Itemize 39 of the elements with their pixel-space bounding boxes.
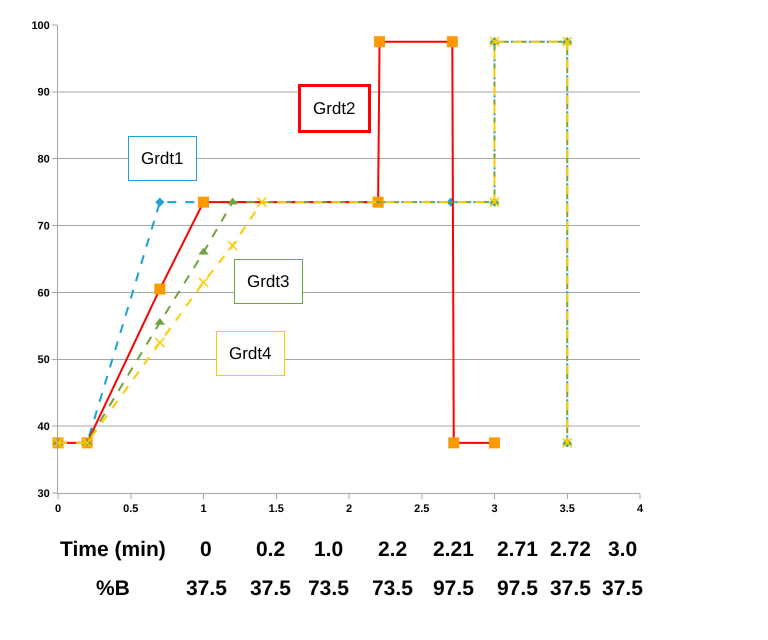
text: Grdt4 <box>229 344 272 363</box>
y-tick-label: 60 <box>38 287 50 300</box>
text: 2.71 <box>497 538 538 561</box>
x-tick-label: 4 <box>636 503 644 516</box>
text: 2.21 <box>433 538 474 561</box>
text: 73.5 <box>372 577 414 600</box>
x-tick-label: 1.5 <box>268 503 284 516</box>
y-tick-label: 70 <box>38 220 50 232</box>
text: Grdt1 <box>141 149 184 168</box>
text: 97.5 <box>433 577 474 600</box>
text: 1.0 <box>314 538 344 561</box>
x-tick-label: 1 <box>200 503 207 516</box>
y-tick-label: 50 <box>38 354 50 366</box>
text: 37.5 <box>602 577 644 600</box>
x-tick-label: 3 <box>491 503 498 516</box>
text: 73.5 <box>308 577 350 600</box>
y-tick-label: 90 <box>38 86 50 99</box>
text: Time (min) <box>60 538 166 561</box>
text: 0 <box>200 538 212 561</box>
text: 37.5 <box>250 577 292 600</box>
x-tick-label: 0.5 <box>123 503 138 516</box>
y-tick-label: 100 <box>31 20 50 32</box>
text: 37.5 <box>186 577 228 600</box>
y-tick-label: 40 <box>38 420 50 433</box>
text: 0.2 <box>256 538 286 561</box>
x-tick-label: 0 <box>54 503 62 516</box>
y-tick-label: 80 <box>38 154 50 166</box>
text: 97.5 <box>497 577 538 600</box>
y-tick-label: 30 <box>38 488 50 500</box>
x-tick-label: 3.5 <box>560 503 575 516</box>
text: 3.0 <box>608 538 638 561</box>
text: 37.5 <box>550 577 592 600</box>
text: Grdt3 <box>247 272 290 291</box>
text: 2.72 <box>550 538 591 561</box>
series-label: Grdt2 <box>313 99 356 118</box>
text: %B <box>96 577 130 600</box>
x-tick-label: 2 <box>346 503 352 516</box>
text: 2.2 <box>378 538 408 561</box>
x-tick-label: 2.5 <box>414 503 430 516</box>
